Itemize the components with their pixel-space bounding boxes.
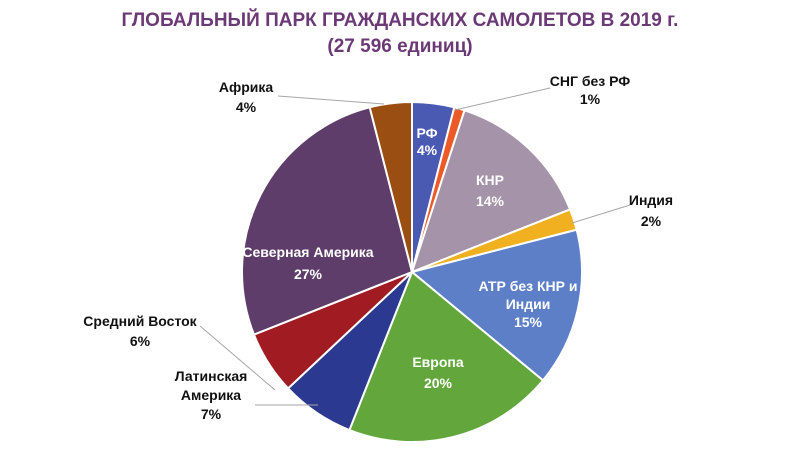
slice-category-label: СНГ без РФ bbox=[550, 73, 630, 89]
slice-value-label: 1% bbox=[580, 91, 601, 107]
pie-slice bbox=[409, 228, 584, 382]
leader-line bbox=[199, 325, 276, 391]
slice-value-label: 27% bbox=[294, 266, 323, 282]
slice-category-label: Африка bbox=[219, 79, 274, 95]
slice-category-label: КНР bbox=[476, 172, 504, 188]
slice-value-label: 6% bbox=[130, 333, 151, 349]
slice-category-label: Средний Восток bbox=[83, 313, 197, 329]
leader-line bbox=[571, 204, 631, 224]
pie-slice bbox=[410, 109, 572, 274]
slice-value-label: 14% bbox=[476, 193, 505, 209]
leader-line bbox=[277, 95, 385, 105]
slice-category-label: РФ bbox=[416, 125, 437, 141]
slice-category-label: Северная Америка bbox=[242, 244, 373, 260]
slice-value-label: 7% bbox=[201, 406, 222, 422]
slice-category-label: Америка bbox=[181, 387, 241, 403]
leader-line bbox=[454, 87, 551, 111]
slice-category-label: Индия bbox=[629, 192, 673, 208]
slice-value-label: 2% bbox=[641, 213, 662, 229]
slice-value-label: 20% bbox=[424, 375, 453, 391]
slice-value-label: 4% bbox=[417, 142, 438, 158]
chart-title: ГЛОБАЛЬНЫЙ ПАРК ГРАЖДАНСКИХ САМОЛЕТОВ В … bbox=[121, 10, 679, 31]
slice-value-label: 15% bbox=[514, 314, 543, 330]
slice-category-label: АТР без КНР и bbox=[479, 278, 578, 294]
slice-value-label: 4% bbox=[236, 99, 257, 115]
pie-slice bbox=[241, 106, 414, 336]
pie-slice bbox=[368, 100, 413, 273]
slice-category-label: Европа bbox=[412, 354, 464, 370]
chart-subtitle: (27 596 единиц) bbox=[327, 36, 473, 57]
slice-category-label: Латинская bbox=[175, 368, 248, 384]
pie-slice bbox=[348, 270, 545, 443]
slice-category-label: Индии bbox=[506, 296, 551, 312]
